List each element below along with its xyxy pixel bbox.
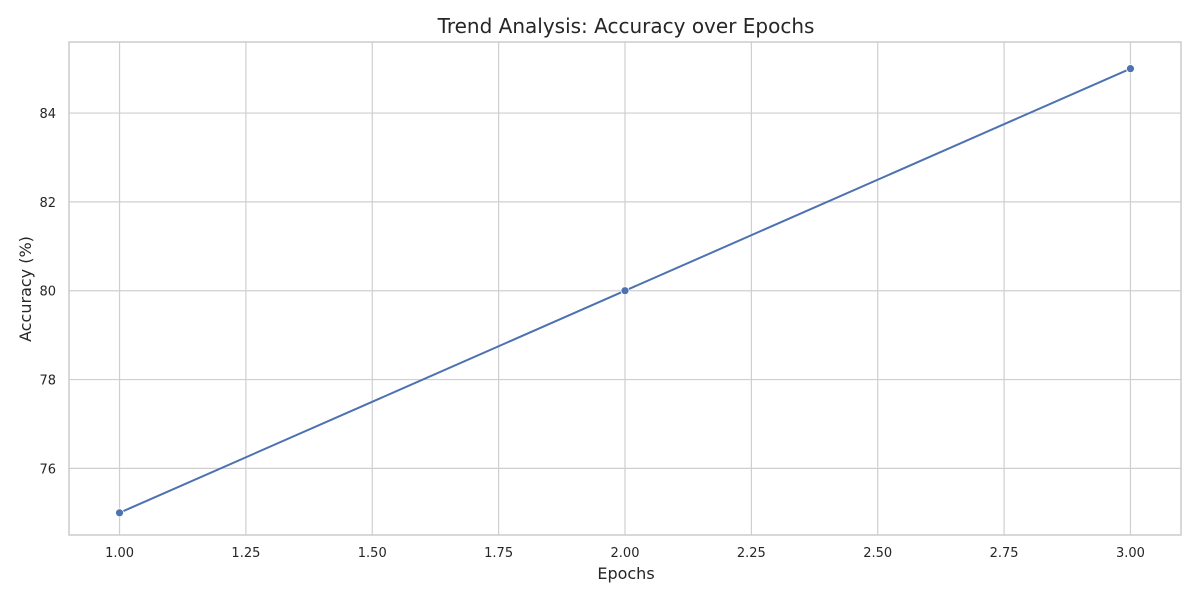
chart-title: Trend Analysis: Accuracy over Epochs [437, 14, 815, 38]
y-tick-label: 82 [39, 196, 56, 211]
y-tick-label: 76 [39, 462, 56, 477]
x-axis-ticks: 1.00 1.25 1.50 1.75 2.00 2.25 2.50 2.75 3.00 [105, 546, 1145, 561]
data-point [1126, 64, 1135, 74]
data-point [115, 508, 124, 518]
y-axis-label: Accuracy (%) [16, 236, 35, 342]
x-tick-label: 2.00 [611, 546, 640, 561]
grid [69, 42, 1181, 535]
x-tick-label: 3.00 [1116, 546, 1145, 561]
x-tick-label: 2.25 [737, 546, 766, 561]
plot-frame [68, 41, 1182, 536]
data-point [620, 286, 630, 296]
x-tick-label: 2.50 [863, 546, 892, 561]
x-axis-label: Epochs [597, 564, 654, 583]
x-tick-label: 1.75 [484, 546, 513, 561]
x-tick-label: 1.00 [105, 546, 134, 561]
y-axis-ticks: 76 78 80 82 84 [39, 107, 56, 477]
y-tick-label: 84 [39, 107, 56, 122]
series-layer [115, 64, 1135, 518]
x-tick-label: 1.25 [231, 546, 260, 561]
y-tick-label: 80 [39, 285, 56, 300]
x-tick-label: 2.75 [990, 546, 1019, 561]
x-tick-label: 1.50 [358, 546, 387, 561]
y-tick-label: 78 [39, 374, 56, 389]
